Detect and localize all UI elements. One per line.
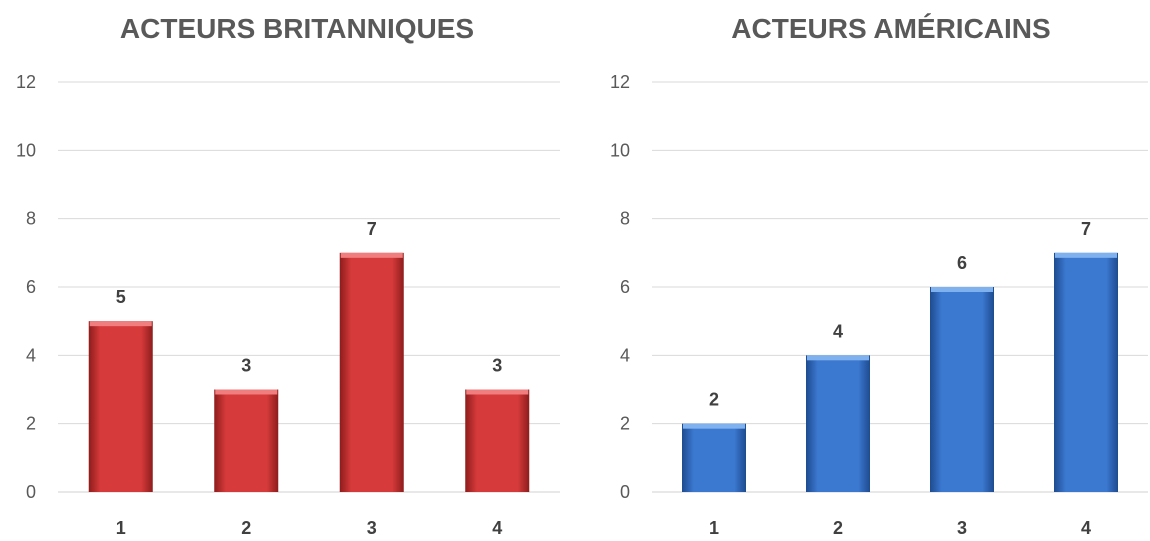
y-axis-ticks: 0 2 4 6 8 10 12 bbox=[610, 72, 630, 502]
x-tick-label: 3 bbox=[367, 518, 377, 538]
bar bbox=[930, 287, 994, 492]
bar-top-highlight bbox=[1055, 252, 1117, 258]
y-tick-label: 12 bbox=[16, 72, 36, 92]
bar bbox=[88, 321, 153, 492]
y-tick-label: 0 bbox=[620, 482, 630, 502]
bar bbox=[806, 355, 870, 492]
x-axis-ticks: 1 2 3 4 bbox=[709, 518, 1091, 538]
chart-title: ACTEURS BRITANNIQUES bbox=[120, 13, 474, 44]
data-label: 6 bbox=[957, 253, 967, 273]
x-tick-label: 4 bbox=[492, 518, 502, 538]
data-label: 4 bbox=[833, 321, 843, 341]
bar bbox=[465, 389, 530, 492]
bar bbox=[339, 252, 404, 492]
bar-top-highlight bbox=[931, 287, 993, 292]
y-tick-label: 2 bbox=[26, 414, 36, 434]
bar bbox=[214, 389, 279, 492]
x-tick-label: 3 bbox=[957, 518, 967, 538]
bar-top-highlight bbox=[683, 423, 745, 429]
y-tick-label: 10 bbox=[16, 140, 36, 160]
y-tick-label: 8 bbox=[620, 209, 630, 229]
data-labels: 2 4 6 7 bbox=[709, 219, 1091, 410]
data-label: 2 bbox=[709, 390, 719, 410]
x-axis-ticks: 1 2 3 4 bbox=[116, 518, 503, 538]
x-tick-label: 2 bbox=[833, 518, 843, 538]
y-tick-label: 4 bbox=[620, 345, 630, 365]
y-tick-label: 4 bbox=[26, 345, 36, 365]
bar-top-highlight bbox=[89, 321, 152, 327]
bar-top-highlight bbox=[340, 252, 403, 258]
data-label: 5 bbox=[116, 287, 126, 307]
y-tick-label: 0 bbox=[26, 482, 36, 502]
data-label: 3 bbox=[241, 356, 251, 376]
data-label: 7 bbox=[367, 219, 377, 239]
y-tick-label: 10 bbox=[610, 140, 630, 160]
bar bbox=[1054, 252, 1118, 492]
bars bbox=[88, 252, 530, 492]
data-label: 3 bbox=[492, 356, 502, 376]
bar-top-highlight bbox=[807, 355, 869, 361]
x-tick-label: 2 bbox=[241, 518, 251, 538]
data-label: 7 bbox=[1081, 219, 1091, 239]
bar-top-highlight bbox=[466, 389, 529, 395]
data-labels: 5 3 7 3 bbox=[116, 219, 503, 376]
y-tick-label: 8 bbox=[26, 209, 36, 229]
chart-title: ACTEURS AMÉRICAINS bbox=[731, 13, 1050, 44]
bars bbox=[682, 252, 1118, 492]
bar-top-highlight bbox=[215, 389, 278, 395]
x-tick-label: 1 bbox=[709, 518, 719, 538]
y-tick-label: 6 bbox=[26, 277, 36, 297]
y-tick-label: 6 bbox=[620, 277, 630, 297]
y-axis-ticks: 0 2 4 6 8 10 12 bbox=[16, 72, 36, 502]
y-tick-label: 12 bbox=[610, 72, 630, 92]
y-tick-label: 2 bbox=[620, 414, 630, 434]
bar bbox=[682, 423, 746, 492]
x-tick-label: 1 bbox=[116, 518, 126, 538]
x-tick-label: 4 bbox=[1081, 518, 1091, 538]
